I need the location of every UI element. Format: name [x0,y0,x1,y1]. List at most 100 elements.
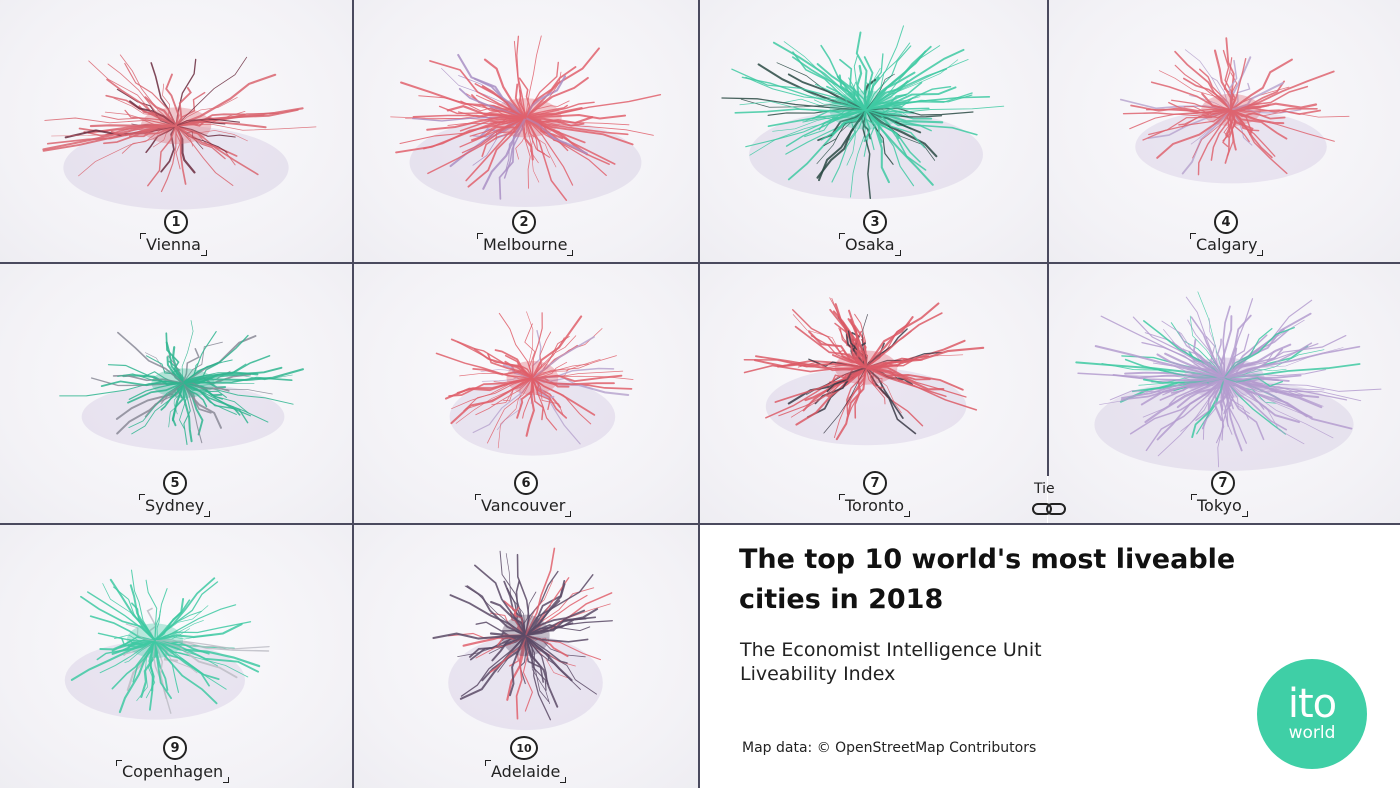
street-segment [798,363,867,369]
street-segment [1230,109,1350,118]
street-segment [865,312,943,369]
street-segment [864,108,938,158]
street-segment [498,312,533,379]
street-segment [1168,101,1232,112]
street-segment [174,73,277,127]
city-label: Melbourne [477,233,574,256]
street-segment [182,382,222,429]
street-segment [438,105,527,119]
street-segment [182,341,223,384]
street-segment [395,116,527,154]
street-segment [1119,98,1232,111]
street-segment [1142,109,1232,141]
network-core [506,360,559,396]
street-segment [182,382,273,395]
street-segment [516,377,534,419]
street-network-melbourne [390,35,662,207]
street-segment [457,53,527,119]
street-network-vienna [42,54,317,210]
city-label: Adelaide [485,760,567,783]
cell-melbourne: 2 Melbourne [353,0,698,262]
street-segment [865,366,904,419]
street-segment [1183,106,1232,114]
street-segment [531,377,615,386]
street-segment [516,553,530,637]
street-segment [865,109,933,120]
street-segment [59,382,184,397]
street-segment [862,109,872,200]
street-segment [516,35,527,119]
street-segment [466,585,527,637]
network-core [489,98,562,138]
street-segment [1156,377,1225,441]
street-segment [1144,376,1226,424]
street-segment [490,600,527,637]
street-segment [531,374,623,383]
street-segment [154,604,237,642]
cell-toronto: 7 Toronto [699,264,1047,523]
street-segment [749,109,867,156]
street-segment [1223,335,1347,379]
street-segment [1197,109,1232,176]
street-segment [119,54,177,127]
street-segment [1223,377,1265,410]
street-segment [524,117,607,177]
street-segment [153,639,218,705]
street-segment [865,109,926,149]
street-segment [524,116,634,146]
street-segment [482,105,527,119]
street-segment [865,109,922,134]
grid-line [0,262,1400,264]
street-segment [1223,377,1325,391]
street-segment [444,376,534,400]
network-core [1201,93,1261,127]
street-segment [524,114,627,120]
city-label: Copenhagen [116,760,230,783]
street-segment [154,639,230,651]
street-segment [740,98,867,111]
network-core [501,614,550,657]
street-segment [1211,77,1232,111]
street-segment [174,107,304,127]
street-segment [1101,363,1225,379]
street-segment [526,311,534,379]
street-segment [1223,377,1353,430]
street-segment [531,315,583,380]
street-segment [865,81,923,111]
street-segment [734,108,867,114]
street-segment [122,374,185,386]
street-segment [1230,109,1335,142]
street-segment [1223,57,1234,111]
street-segment [118,639,156,714]
street-segment [1223,374,1302,379]
grid-line [698,0,700,788]
street-segment [1094,345,1226,380]
street-segment [865,109,927,171]
street-segment [1229,82,1284,112]
street-segment [1192,338,1225,379]
street-segment [147,125,177,187]
street-segment [154,605,209,642]
street-segment [182,363,247,384]
street-segment [124,640,156,663]
street-segment [531,377,592,425]
street-segment [1223,345,1361,379]
street-segment [144,96,178,127]
street-segment [524,634,602,661]
street-segment [469,117,527,137]
street-segment [765,366,867,419]
street-segment [849,318,868,369]
city-label: Sydney [139,494,211,517]
street-segment [525,635,550,703]
logo-text: world [1288,723,1336,743]
rank-badge: 6 [514,471,538,495]
street-segment [1157,377,1225,457]
street-segment [154,639,210,687]
street-network-copenhagen [64,569,270,720]
street-segment [458,87,527,119]
street-segment [427,117,527,175]
street-segment [505,553,526,636]
street-segment [175,118,241,127]
street-segment [741,76,867,111]
street-segment [140,639,157,698]
